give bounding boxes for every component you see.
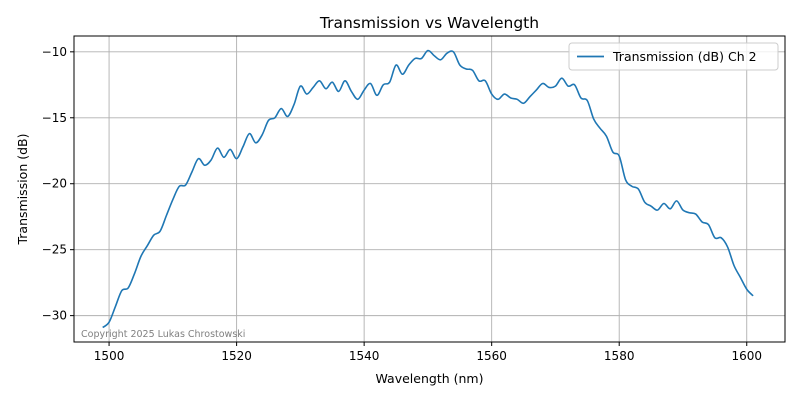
legend-box — [568, 42, 779, 71]
x-tick-label: 1580 — [604, 349, 635, 363]
plot-area-frame — [73, 35, 786, 343]
y-tick-label: −10 — [42, 45, 67, 59]
chart-title: Transmission vs Wavelength — [319, 14, 539, 32]
y-tick-label: −20 — [42, 177, 67, 191]
legend-label: Transmission (dB) Ch 2 — [612, 49, 757, 64]
x-tick-label: 1500 — [94, 349, 125, 363]
axis-ticks: 1500 1520 1540 1560 1580 1600 −10 −15 −20 −25 −30 — [42, 45, 762, 363]
legend: Transmission (dB) Ch 2 — [568, 42, 779, 71]
x-tick-label: 1540 — [349, 349, 380, 363]
y-tick-label: −25 — [42, 243, 67, 257]
plot-series — [102, 49, 754, 329]
x-tick-label: 1600 — [731, 349, 762, 363]
copyright-annotation: Copyright 2025 Lukas Chrostowski — [81, 329, 245, 340]
x-tick-label: 1560 — [476, 349, 507, 363]
y-tick-label: −15 — [42, 111, 67, 125]
x-axis-label: Wavelength (nm) — [376, 371, 484, 386]
series-line — [102, 49, 754, 329]
x-tick-label: 1520 — [221, 349, 252, 363]
y-tick-label: −30 — [42, 309, 67, 323]
y-axis-label: Transmission (dB) — [15, 134, 30, 246]
